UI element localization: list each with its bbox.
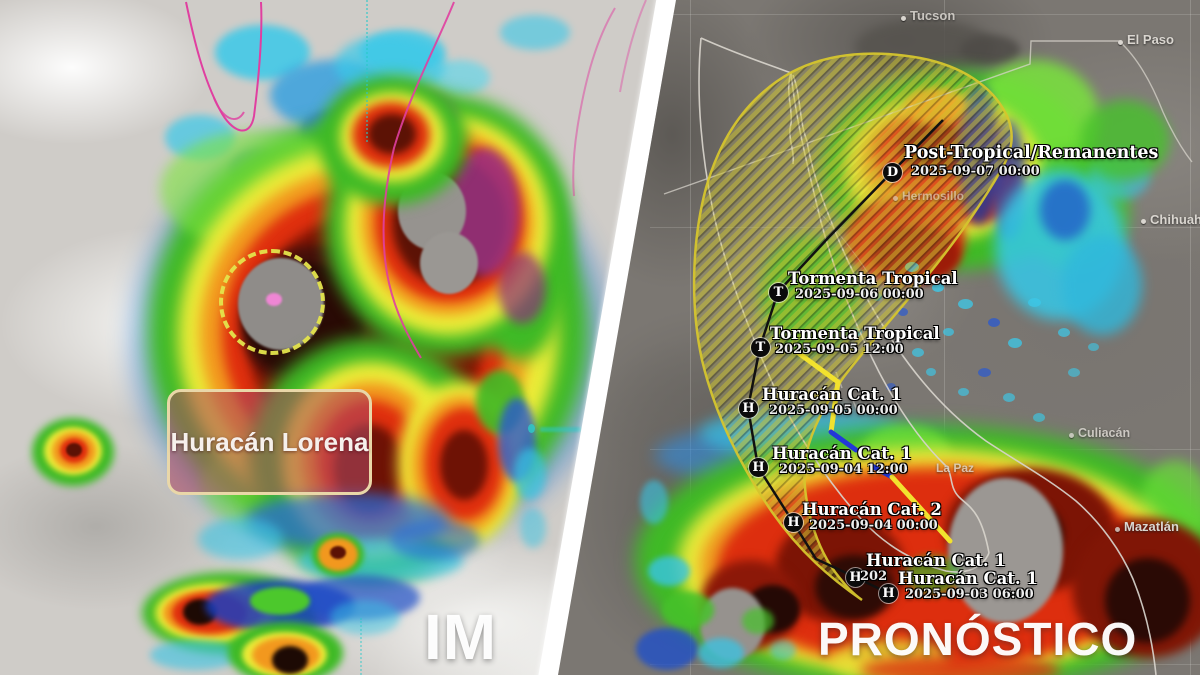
eye-highlight-dashed-circle (219, 249, 325, 355)
track-point-datetime: 2025-09-04 12:00 (779, 462, 908, 477)
track-point-datetime: 2025-09-05 00:00 (769, 403, 898, 418)
marker-huracan-cat2: H (784, 513, 803, 532)
mainland-coast-path (382, 1, 455, 359)
track-point-datetime: 202 (860, 569, 888, 584)
city-label-la-paz: La Paz (936, 461, 975, 475)
track-point-datetime: 2025-09-07 00:00 (911, 164, 1040, 179)
city-label-tucson: Tucson (910, 8, 956, 23)
small-place-marker (528, 424, 535, 433)
cone-outline-path (692, 52, 1013, 602)
left-watermark-text: IM (424, 601, 498, 673)
observed-track-blue-segment (828, 429, 895, 480)
track-point-datetime: 2025-09-04 00:00 (809, 518, 938, 533)
marker-huracan-cat1: H (749, 458, 768, 477)
track-point-name: Huracán Cat. 1 (898, 569, 1038, 588)
track-point-datetime: 2025-09-05 12:00 (775, 342, 904, 357)
marker-huracan-cat1: H (879, 584, 898, 603)
marker-tormenta-tropical: T (751, 338, 770, 357)
city-dot (1115, 527, 1120, 532)
marker-huracan-cat1: H (739, 399, 758, 418)
track-point-name: Tormenta Tropical (770, 324, 940, 343)
graticule-line (650, 14, 1200, 15)
city-label-mazatlan: Mazatlán (1124, 519, 1179, 534)
city-dot (1118, 40, 1123, 45)
observed-track-yellow-segment (889, 474, 953, 544)
city-dot (901, 16, 906, 21)
small-place-label-illegible (540, 427, 582, 432)
city-label-culiacan: Culiacán (1078, 426, 1131, 440)
track-point-name: Post-Tropical/Remanentes (904, 143, 1159, 163)
graticule-line (1190, 0, 1191, 675)
city-label-chihuahua: Chihuah (1150, 212, 1200, 227)
city-label-hermosillo: Hermosillo (902, 189, 965, 203)
graticule-line (690, 0, 691, 675)
city-dot (1069, 433, 1074, 438)
track-point-name: Huracán Cat. 1 (762, 385, 902, 404)
storm-name-label: Huracán Lorena (170, 426, 369, 457)
baja-tip-coast-path (185, 1, 263, 132)
city-dot (1141, 219, 1146, 224)
track-point-name: Huracán Cat. 1 (772, 444, 912, 463)
city-label-el-paso: El Paso (1127, 32, 1174, 47)
track-point-name: Huracán Cat. 2 (802, 500, 942, 519)
marker-tormenta-tropical: T (769, 283, 788, 302)
graticule-line (944, 0, 945, 675)
graticule-dotted-line (360, 618, 362, 675)
observed-track-yellow-segment (794, 349, 841, 435)
marker-post-tropical: D (883, 163, 902, 182)
marker-huracan-cat1: H (846, 568, 865, 587)
storm-name-box: Huracán Lorena (167, 389, 372, 495)
right-watermark-text: PRONÓSTICO DE TR (818, 613, 1138, 675)
track-point-datetime: 2025-09-03 06:00 (905, 587, 1034, 602)
city-dot (893, 196, 898, 201)
track-point-name: Huracán Cat. 1 (866, 551, 1006, 570)
track-point-datetime: 2025-09-06 00:00 (795, 287, 924, 302)
track-point-name: Tormenta Tropical (788, 269, 958, 288)
graticule-dotted-line (366, 0, 368, 142)
